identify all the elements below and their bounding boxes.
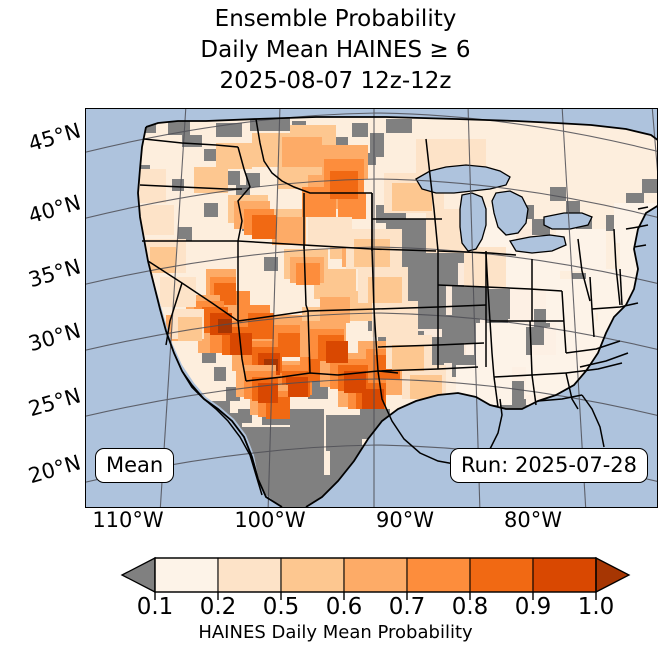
- colorbar-ticks: [154, 592, 597, 600]
- lat-label-40n: 40°N: [25, 190, 84, 229]
- baja-outline: [181, 370, 263, 496]
- figure-title: Ensemble Probability Daily Mean HAINES ≥…: [0, 4, 671, 97]
- coastline: [137, 116, 657, 507]
- map-svg: [86, 109, 657, 507]
- colorbar-caption: HAINES Daily Mean Probability: [198, 622, 473, 643]
- colorbar-tick-label-4: 0.7: [388, 594, 426, 620]
- colorbar-tick-labels: 0.1 0.2 0.5 0.6 0.7 0.8 0.9 1.0: [0, 594, 671, 622]
- lat-label-45n: 45°N: [25, 118, 84, 157]
- title-line-1: Ensemble Probability: [214, 6, 457, 32]
- colorbar-tick-label-3: 0.6: [325, 594, 363, 620]
- colorbar-segments: [154, 557, 597, 593]
- colorbar-tick-label-7: 1.0: [577, 594, 615, 620]
- state-borders: [139, 118, 649, 466]
- high-probability-cells: [138, 125, 520, 419]
- run-label-box[interactable]: Run: 2025-07-28: [449, 448, 648, 483]
- lon-label-110w: 110°W: [92, 508, 164, 532]
- colorbar-tick-label-2: 0.5: [262, 594, 300, 620]
- colorbar-svg[interactable]: [0, 552, 671, 602]
- lat-label-20n: 20°N: [25, 450, 84, 489]
- member-label-box[interactable]: Mean: [95, 448, 175, 483]
- map-axes: Mean Run: 2025-07-28: [85, 108, 658, 508]
- lat-label-35n: 35°N: [25, 254, 84, 293]
- title-line-2: Daily Mean HAINES ≥ 6: [200, 37, 471, 63]
- colorbar-outline: [154, 557, 597, 593]
- lat-label-30n: 30°N: [25, 318, 84, 357]
- colorbar[interactable]: [0, 552, 671, 658]
- lat-label-25n: 25°N: [25, 383, 84, 422]
- colorbar-under-arrow: [120, 556, 156, 594]
- colorbar-tick-label-5: 0.8: [451, 594, 489, 620]
- map-frame: [85, 108, 658, 508]
- great-lakes: [415, 164, 593, 254]
- lon-label-90w: 90°W: [376, 508, 434, 532]
- title-line-3: 2025-08-07 12z-12z: [219, 68, 452, 94]
- colorbar-tick-label-0: 0.1: [136, 594, 174, 620]
- colorbar-tick-label-1: 0.2: [199, 594, 237, 620]
- colorbar-tick-label-6: 0.9: [514, 594, 552, 620]
- lon-label-80w: 80°W: [504, 508, 562, 532]
- colorbar-over-arrow: [595, 556, 631, 594]
- lon-label-100w: 100°W: [234, 508, 306, 532]
